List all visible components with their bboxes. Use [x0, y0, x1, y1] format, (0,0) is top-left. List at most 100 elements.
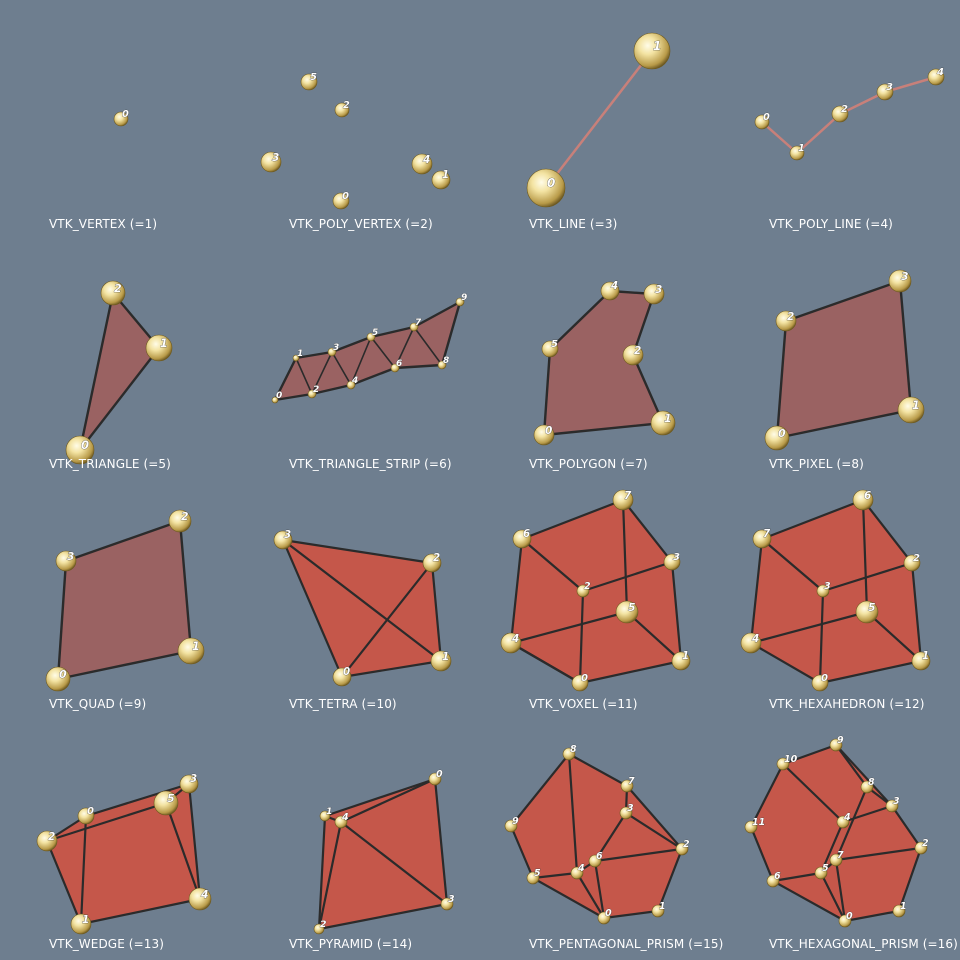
point-hexagonal-prism-8: 8 [860, 777, 875, 794]
point-label: 1 [192, 640, 200, 653]
point-label: 1 [659, 901, 666, 912]
edge-triangle-strip-6 [413, 326, 443, 366]
point-label: 1 [664, 412, 672, 425]
cell-poly-line: 0 1 2 3 4 [754, 67, 945, 161]
point-label: 7 [624, 490, 632, 502]
point-poly-line-0: 0 [754, 112, 770, 130]
point-hexagonal-prism-2: 2 [914, 838, 929, 855]
point-sphere [927, 68, 945, 86]
point-sphere [829, 853, 843, 867]
point-label: 0 [59, 668, 67, 681]
edge-triangle-strip-4 [370, 336, 396, 369]
edge-hexagonal-prism-5 [834, 743, 869, 789]
cell-polygon: 0 1 2 3 4 5 [533, 280, 676, 446]
point-label: 0 [547, 176, 555, 190]
point-sphere [100, 280, 126, 306]
point-sphere [188, 887, 212, 911]
point-sphere [113, 111, 129, 127]
point-sphere [332, 192, 350, 210]
point-label: 3 [886, 82, 893, 93]
point-sphere [526, 871, 540, 885]
point-label: 2 [313, 385, 319, 395]
point-voxel-0: 0 [571, 673, 589, 692]
point-hexagonal-prism-7: 7 [829, 850, 844, 867]
point-pyramid-2: 2 [313, 919, 327, 935]
point-label: 6 [396, 359, 402, 369]
edge-voxel-4 [520, 537, 585, 593]
edge-tetra-1 [281, 538, 443, 663]
point-label: 5 [822, 863, 829, 874]
point-polygon-2: 2 [622, 344, 644, 366]
point-label: 0 [778, 427, 786, 440]
point-sphere [36, 830, 58, 852]
point-sphere [836, 815, 850, 829]
point-poly-line-2: 2 [831, 104, 849, 123]
face-tetra-0 [281, 538, 443, 679]
point-voxel-7: 7 [612, 489, 634, 511]
point-label: 9 [461, 293, 467, 303]
point-sphere [643, 283, 665, 305]
point-label: 3 [448, 894, 455, 905]
face-quad-0 [56, 519, 193, 681]
edge-triangle-strip-3 [350, 336, 372, 386]
point-sphere [307, 389, 317, 399]
point-sphere [597, 911, 611, 925]
point-sphere [620, 779, 634, 793]
point-triangle-1: 1 [145, 334, 173, 362]
point-sphere [675, 842, 689, 856]
edge-voxel-5 [581, 560, 674, 593]
point-label: 4 [200, 888, 208, 901]
edge-hexagonal-prism-6 [781, 762, 845, 824]
point-sphere [744, 820, 758, 834]
point-label: 2 [48, 831, 55, 843]
point-label: 3 [673, 552, 680, 563]
edge-hexagonal-prism-9 [834, 846, 923, 862]
point-label: 4 [843, 812, 851, 823]
point-label: 3 [67, 551, 74, 563]
point-label: 7 [415, 318, 422, 328]
point-label: 5 [310, 72, 317, 83]
point-label: 9 [837, 735, 844, 746]
segment-poly-line-1 [795, 112, 842, 155]
point-hexagonal-prism-9: 9 [829, 735, 844, 752]
point-sphere [390, 363, 400, 373]
point-label: 2 [320, 919, 326, 930]
point-label: 4 [610, 280, 618, 292]
point-hexahedron-7: 7 [752, 528, 772, 549]
point-sphere [533, 424, 555, 446]
edge-wedge-3 [79, 814, 88, 926]
edge-triangle-strip-5 [394, 326, 415, 369]
point-pentagonal-prism-7: 7 [620, 776, 635, 793]
point-sphere [411, 153, 433, 175]
point-sphere [437, 360, 447, 370]
edge-hexagonal-prism-2 [841, 804, 894, 824]
edge-pyramid-2 [339, 820, 449, 906]
point-hexahedron-5: 5 [855, 600, 879, 624]
point-tetra-2: 2 [422, 552, 442, 573]
point-sphere [260, 151, 282, 173]
point-label: 1 [653, 39, 661, 53]
point-triangle-0: 0 [65, 435, 95, 465]
edge-hexahedron-4 [760, 537, 825, 593]
point-hexagonal-prism-6: 6 [766, 871, 781, 888]
point-triangle-strip-1: 1 [292, 349, 304, 362]
edge-triangle-strip-0 [295, 357, 313, 395]
point-pentagonal-prism-6: 6 [588, 851, 603, 868]
point-label: 2 [922, 838, 929, 849]
cell-pixel: 0 1 2 3 [764, 269, 925, 451]
point-label: 0 [821, 673, 828, 684]
cell-poly-vertex: 0 1 2 3 4 5 [260, 72, 451, 210]
edge-voxel-2 [621, 498, 629, 614]
point-wedge-5: 5 [153, 790, 179, 816]
point-sphere [327, 347, 337, 357]
point-sphere [334, 815, 348, 829]
point-sphere [271, 396, 279, 404]
point-hexagonal-prism-1: 1 [892, 901, 907, 918]
point-triangle-strip-4: 4 [346, 376, 359, 390]
point-pixel-2: 2 [775, 310, 797, 332]
point-pixel-3: 3 [888, 269, 912, 293]
point-sphere [671, 651, 691, 671]
point-polygon-5: 5 [541, 339, 559, 358]
point-label: 2 [913, 553, 920, 564]
